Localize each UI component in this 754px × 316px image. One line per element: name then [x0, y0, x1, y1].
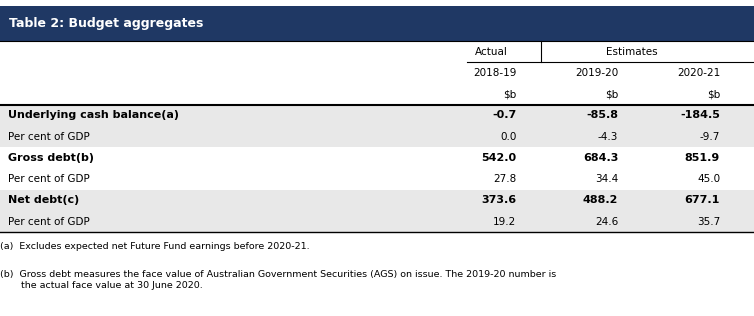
Text: (b)  Gross debt measures the face value of Australian Government Securities (AGS: (b) Gross debt measures the face value o… [0, 270, 556, 289]
Text: Estimates: Estimates [606, 47, 657, 57]
Text: 34.4: 34.4 [595, 174, 618, 184]
FancyBboxPatch shape [0, 126, 754, 147]
FancyBboxPatch shape [0, 211, 754, 232]
Text: -85.8: -85.8 [587, 110, 618, 120]
Text: Net debt(c): Net debt(c) [8, 195, 78, 205]
Text: 35.7: 35.7 [697, 217, 720, 227]
Text: Actual: Actual [475, 47, 508, 57]
Text: 24.6: 24.6 [595, 217, 618, 227]
Text: 45.0: 45.0 [697, 174, 720, 184]
Text: (a)  Excludes expected net Future Fund earnings before 2020-21.: (a) Excludes expected net Future Fund ea… [0, 242, 310, 251]
FancyBboxPatch shape [0, 190, 754, 211]
Text: Underlying cash balance(a): Underlying cash balance(a) [8, 110, 179, 120]
Text: -4.3: -4.3 [598, 132, 618, 142]
Text: Per cent of GDP: Per cent of GDP [8, 217, 89, 227]
Text: 0.0: 0.0 [500, 132, 516, 142]
FancyBboxPatch shape [0, 6, 754, 41]
Text: 373.6: 373.6 [481, 195, 516, 205]
FancyBboxPatch shape [0, 105, 754, 126]
Text: 677.1: 677.1 [685, 195, 720, 205]
Text: 851.9: 851.9 [685, 153, 720, 163]
Text: -184.5: -184.5 [680, 110, 720, 120]
Text: Table 2: Budget aggregates: Table 2: Budget aggregates [9, 17, 204, 30]
Text: -9.7: -9.7 [700, 132, 720, 142]
Text: -0.7: -0.7 [492, 110, 516, 120]
Text: 27.8: 27.8 [493, 174, 516, 184]
Text: 684.3: 684.3 [583, 153, 618, 163]
Text: 19.2: 19.2 [493, 217, 516, 227]
Text: Per cent of GDP: Per cent of GDP [8, 132, 89, 142]
Text: 2018-19: 2018-19 [473, 68, 516, 78]
Text: $b: $b [706, 89, 720, 99]
Text: 2019-20: 2019-20 [575, 68, 618, 78]
Text: Per cent of GDP: Per cent of GDP [8, 174, 89, 184]
Text: Gross debt(b): Gross debt(b) [8, 153, 93, 163]
Text: 488.2: 488.2 [583, 195, 618, 205]
Text: $b: $b [605, 89, 618, 99]
Text: 542.0: 542.0 [481, 153, 516, 163]
Text: $b: $b [503, 89, 516, 99]
Text: 2020-21: 2020-21 [677, 68, 720, 78]
